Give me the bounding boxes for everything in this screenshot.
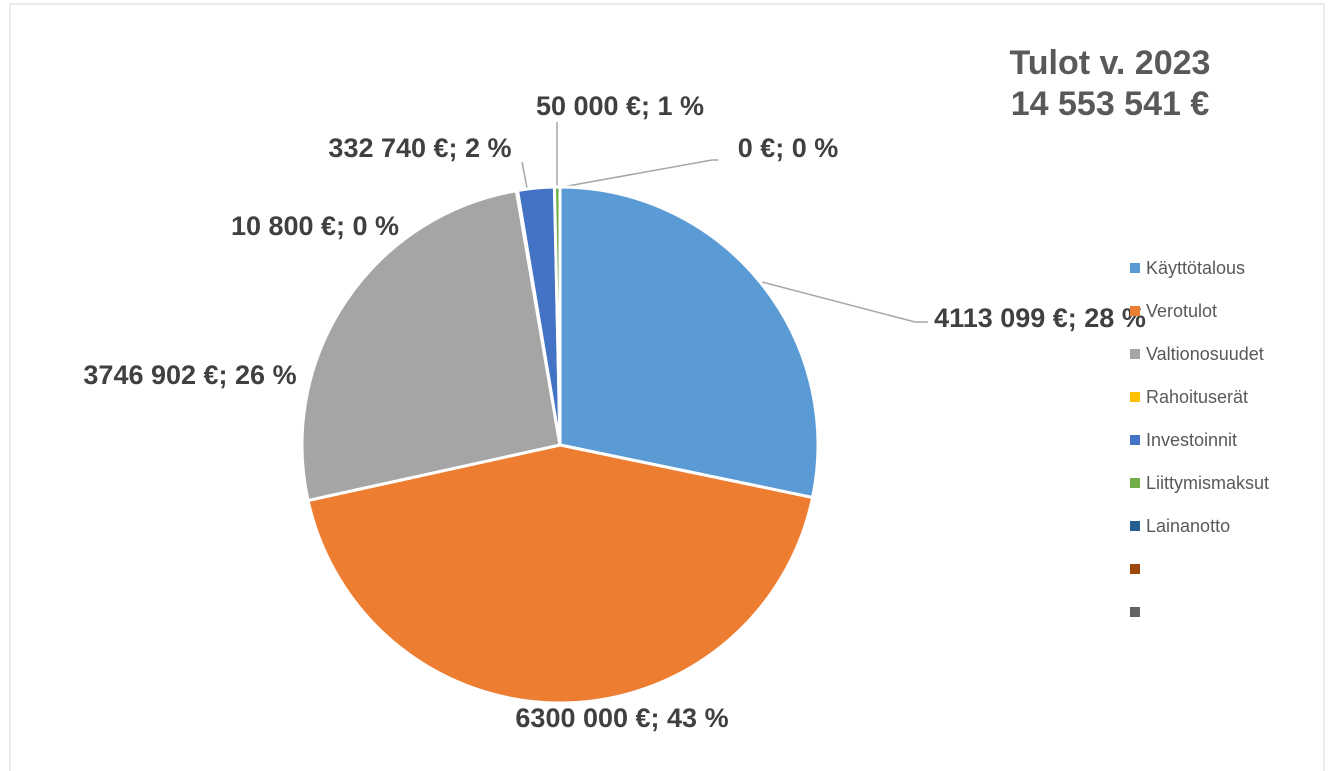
legend-label: Investoinnit [1146,430,1237,450]
legend-swatch [1130,521,1140,531]
data-label: 4113 099 €; 28 % [934,303,1146,333]
legend-label: Liittymismaksut [1146,473,1269,493]
legend-swatch [1130,564,1140,574]
legend-swatch [1130,392,1140,402]
data-label: 50 000 €; 1 % [535,91,705,121]
pie-slice [306,443,815,705]
legend-label: Valtionosuudet [1146,344,1264,364]
legend-swatch [1130,306,1140,316]
pie-slice [300,188,562,503]
leader-line [761,281,928,323]
legend-swatch [1130,263,1140,273]
chart-title: Tulot v. 2023 [1010,44,1211,82]
legend-swatch [1130,349,1140,359]
data-label: 3746 902 €; 26 % [83,360,297,390]
leader-lines [521,122,928,323]
legend-label: Lainanotto [1146,516,1230,536]
leader-line [521,161,528,189]
leader-line [561,159,718,188]
data-label: 332 740 €; 2 % [328,133,512,163]
data-label: 10 800 €; 0 % [230,211,400,241]
legend-label: Rahoituserät [1146,387,1248,407]
data-label: 0 €; 0 % [737,133,839,163]
legend-label: Käyttötalous [1146,258,1245,278]
chart-subtitle: 14 553 541 € [1011,85,1210,123]
data-label: 6300 000 €; 43 % [515,703,729,733]
pie-slice [558,185,820,500]
legend-label: Verotulot [1146,301,1217,321]
legend-swatch [1130,435,1140,445]
legend-swatch [1130,478,1140,488]
legend-swatch [1130,607,1140,617]
